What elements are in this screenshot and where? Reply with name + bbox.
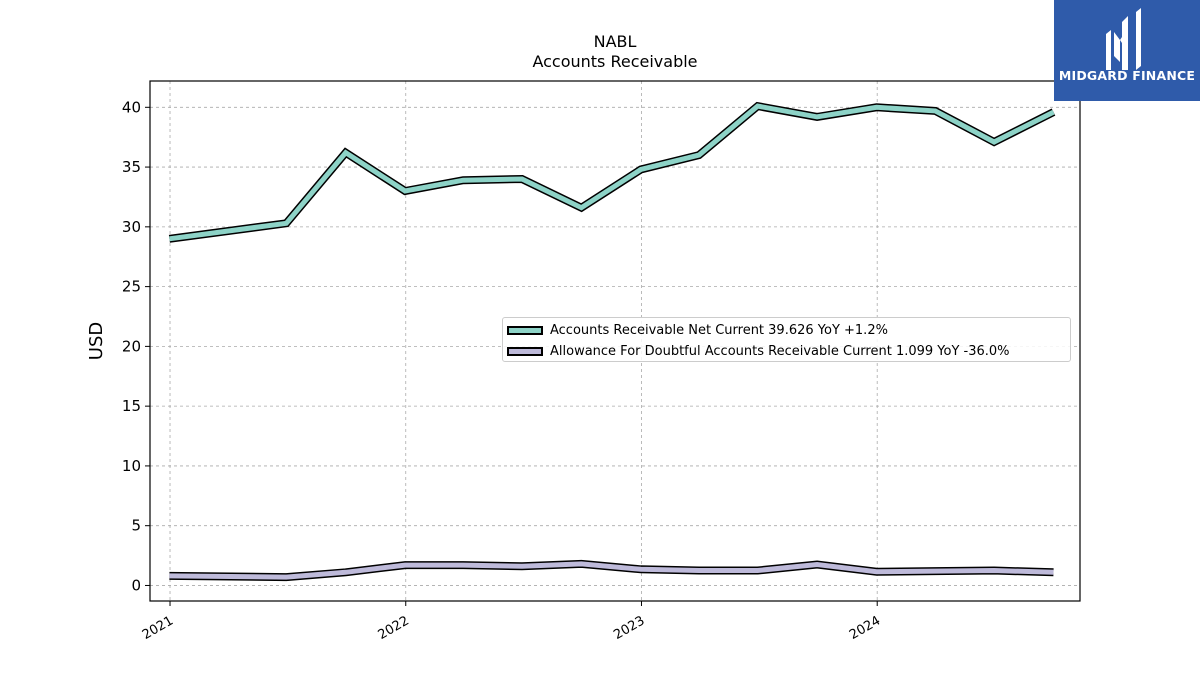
series-layer bbox=[168, 101, 1056, 582]
logo-text: MIDGARD FINANCE bbox=[1058, 68, 1196, 83]
x-tick-label: 2021 bbox=[140, 613, 176, 643]
y-tick-label: 35 bbox=[122, 158, 141, 176]
legend-label-ar-net: Accounts Receivable Net Current 39.626 Y… bbox=[550, 322, 888, 338]
legend-item: Accounts Receivable Net Current 39.626 Y… bbox=[507, 321, 888, 339]
series-line-1 bbox=[169, 561, 1054, 580]
y-tick-label: 40 bbox=[122, 98, 141, 116]
x-tick-label: 2022 bbox=[376, 613, 412, 643]
y-axis-label: USD bbox=[86, 322, 107, 360]
y-tick-label: 30 bbox=[122, 218, 141, 236]
y-tick-label: 20 bbox=[122, 337, 141, 355]
y-tick-label: 0 bbox=[131, 576, 141, 594]
legend-swatch-ar-net bbox=[507, 325, 543, 335]
plot-frame bbox=[149, 80, 1081, 602]
series-outline-0 bbox=[168, 101, 1056, 243]
chart-subtitle: Accounts Receivable bbox=[532, 52, 698, 71]
midgard-logo-icon bbox=[1106, 8, 1141, 70]
legend-item: Allowance For Doubtful Accounts Receivab… bbox=[507, 342, 1010, 360]
x-tick-label: 2024 bbox=[847, 613, 883, 643]
y-tick-label: 25 bbox=[122, 278, 141, 296]
chart-title: NABL bbox=[593, 32, 637, 51]
y-tick-label: 10 bbox=[122, 457, 141, 475]
y-tick-label: 5 bbox=[131, 517, 141, 535]
legend-label-allowance: Allowance For Doubtful Accounts Receivab… bbox=[550, 343, 1010, 359]
series-line-0 bbox=[169, 103, 1055, 242]
x-tick-label: 2023 bbox=[611, 613, 647, 643]
y-tick-label: 15 bbox=[122, 397, 141, 415]
legend: Accounts Receivable Net Current 39.626 Y… bbox=[502, 317, 1071, 362]
legend-swatch-allowance bbox=[507, 346, 543, 356]
brand-logo: MIDGARD FINANCE bbox=[1054, 0, 1200, 101]
